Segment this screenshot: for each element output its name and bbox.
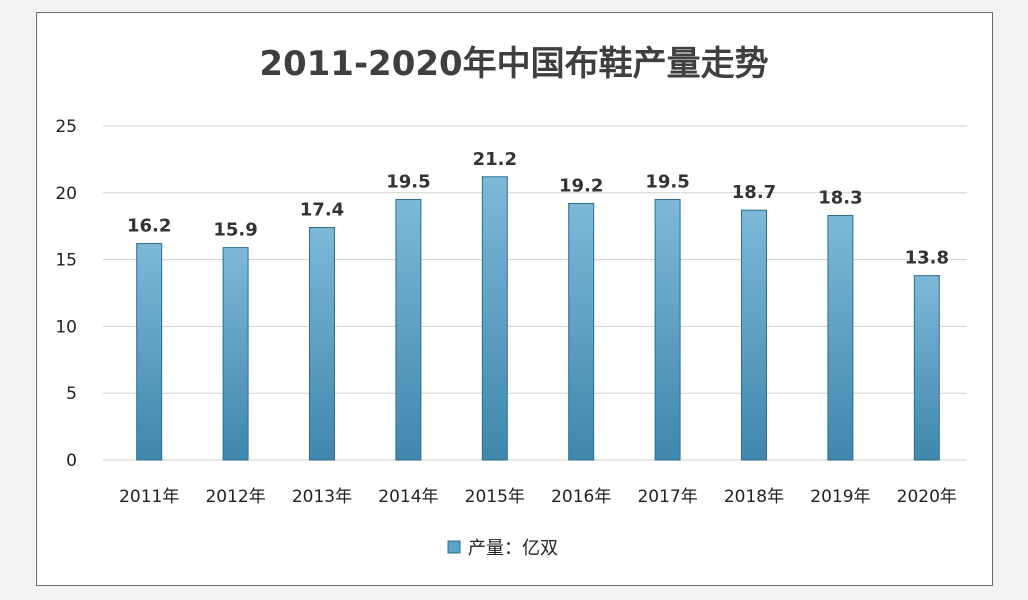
x-category-label: 2020年 bbox=[897, 487, 957, 507]
bar-layer bbox=[136, 176, 940, 461]
x-category-label: 2013年 bbox=[292, 487, 352, 507]
x-category-label: 2011年 bbox=[119, 487, 179, 507]
bar-2016年 bbox=[568, 202, 595, 461]
legend-label: 产量：亿双 bbox=[468, 538, 558, 559]
chart-frame: 2011-2020年中国布鞋产量走势 0 5 10 15 20 25 16.2 15.9 17… bbox=[36, 12, 993, 586]
x-category-label: 2015年 bbox=[465, 487, 525, 507]
x-category-label: 2017年 bbox=[637, 487, 697, 507]
x-axis-categories: 2011年 2012年 2013年 2014年 2015年 2016年 2017年 2018年… bbox=[119, 487, 957, 507]
y-tick-label: 10 bbox=[55, 317, 77, 337]
data-label: 16.2 bbox=[127, 216, 171, 237]
data-label: 13.8 bbox=[905, 248, 949, 269]
data-label: 17.4 bbox=[300, 200, 344, 221]
data-label: 18.3 bbox=[818, 188, 862, 209]
x-category-label: 2016年 bbox=[551, 487, 611, 507]
data-label: 21.2 bbox=[473, 149, 517, 170]
bar-2017年 bbox=[654, 198, 681, 461]
y-tick-label: 5 bbox=[66, 384, 77, 404]
data-label: 18.7 bbox=[732, 182, 776, 203]
bar-2020年 bbox=[913, 275, 940, 461]
bar-2013年 bbox=[309, 227, 335, 461]
bar-2019年 bbox=[827, 215, 854, 461]
data-label: 15.9 bbox=[213, 220, 257, 241]
x-category-label: 2014年 bbox=[378, 487, 438, 507]
x-category-label: 2019年 bbox=[810, 487, 870, 507]
data-label-layer: 16.2 15.9 17.4 19.5 21.2 19.2 19.5 18.7 18.3 13.8 bbox=[127, 149, 949, 269]
x-category-label: 2012年 bbox=[205, 487, 265, 507]
data-label: 19.5 bbox=[386, 171, 430, 192]
x-category-label: 2018年 bbox=[724, 487, 784, 507]
legend: 产量：亿双 bbox=[447, 538, 558, 559]
bar-2012年 bbox=[222, 247, 249, 461]
y-tick-label: 20 bbox=[55, 184, 77, 204]
chart-svg: 2011-2020年中国布鞋产量走势 0 5 10 15 20 25 16.2 15.9 17… bbox=[55, 44, 967, 559]
bar-2011年 bbox=[136, 243, 163, 461]
chart-title: 2011-2020年中国布鞋产量走势 bbox=[259, 44, 768, 84]
bar-2014年 bbox=[395, 198, 422, 461]
bar-2018年 bbox=[741, 209, 767, 461]
legend-swatch bbox=[447, 540, 461, 554]
y-tick-label: 15 bbox=[55, 251, 77, 271]
data-label: 19.5 bbox=[645, 171, 689, 192]
y-tick-label: 0 bbox=[66, 451, 77, 471]
y-tick-label: 25 bbox=[55, 117, 77, 137]
data-label: 19.2 bbox=[559, 175, 603, 196]
y-axis-ticks: 0 5 10 15 20 25 bbox=[55, 117, 77, 471]
bar-2015年 bbox=[481, 176, 508, 461]
